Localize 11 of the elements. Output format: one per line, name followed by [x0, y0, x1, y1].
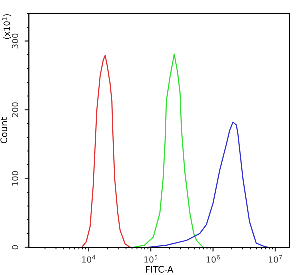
y-axis-title: Count: [0, 117, 8, 144]
text: (x10$^{1}$): [2, 14, 12, 40]
x-tick-label: 10$^{5}$: [144, 255, 158, 263]
y-tick-label: 100: [12, 171, 18, 186]
x-tick-label: 10$^{6}$: [206, 255, 220, 263]
y-tick-label: 200: [12, 102, 18, 118]
x-axis-title: FITC-A: [146, 266, 174, 273]
x-tick-label: 10$^{4}$: [82, 255, 96, 263]
x-tick-label: 10$^{7}$: [269, 255, 282, 263]
y-tick-label: 0: [12, 245, 18, 250]
y-tick-label: 300: [12, 34, 18, 49]
